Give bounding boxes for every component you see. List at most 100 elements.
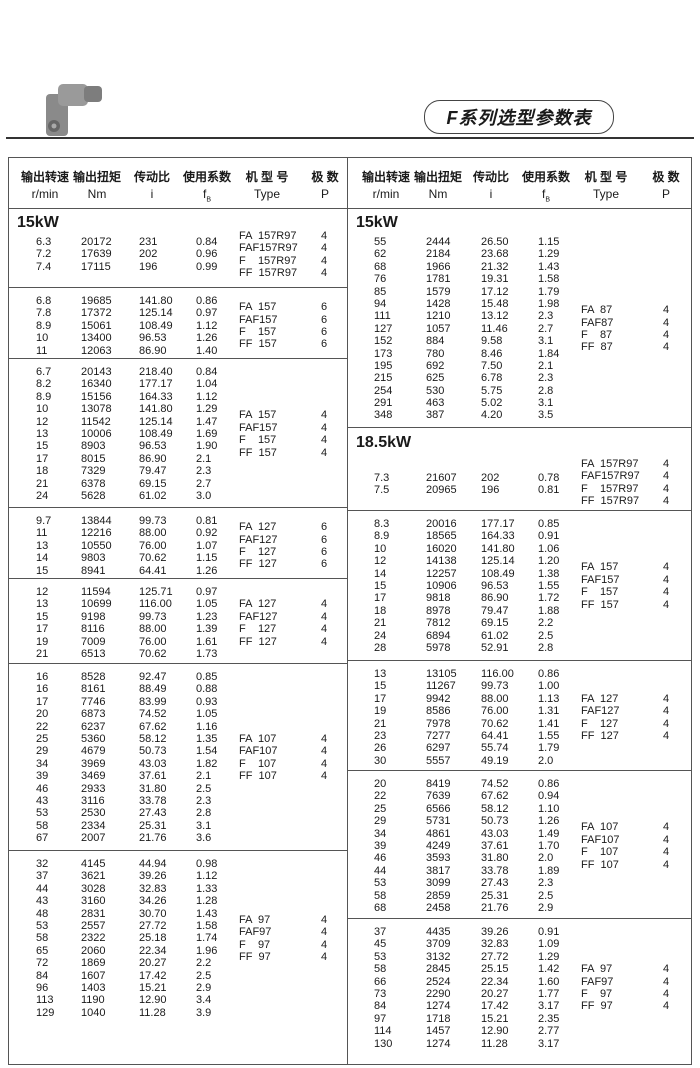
service-factor: 1.26 [538,815,560,828]
output-speed: 15 [36,564,49,577]
table-row: 12 11594 125.71 0.97 [9,586,347,598]
output-torque: 11267 [426,680,456,693]
table-row: 62 2184 23.68 1.29 [348,248,691,260]
output-torque: 2444 [426,236,451,248]
output-torque: 625 [426,372,445,385]
ratio: 83.99 [139,695,167,708]
table-header: 输出转速 r/min 输出扭矩 Nm 传动比 i 使用系数 fB 机 型 号 Type 极 数 P [348,158,691,209]
output-torque: 16340 [81,378,112,391]
output-torque: 9942 [426,692,451,705]
output-speed: 24 [36,489,49,502]
table-row: 10 16020 141.80 1.06 [348,543,691,555]
power-group: 9.7 13844 99.73 0.81 11 12216 88.00 0.92 13 10550… [9,508,347,579]
output-torque: 9198 [81,610,106,623]
table-row: 348 387 4.20 3.5 [348,409,691,421]
ratio: 70.62 [481,717,509,730]
power-group: 18.5kW 7.3 21607 202 0.78 7.5 20965 196 0.81 FA 1… [348,428,691,511]
ratio: 141.80 [139,295,173,307]
ratio: 96.53 [481,579,509,592]
output-torque: 8586 [426,705,451,718]
output-speed: 17 [36,695,49,708]
output-speed: 21 [374,717,387,730]
table-row: 68 2458 21.76 2.9 [348,902,691,914]
column-header-cn: 使用系数 [182,170,231,184]
ratio: 31.80 [481,852,509,865]
service-factor: 2.9 [196,981,212,994]
output-speed: 46 [36,782,49,795]
output-torque: 1210 [426,310,451,323]
output-speed: 9.7 [36,515,52,527]
table-row: 22 6237 67.62 1.16 [9,721,347,733]
power-group: 13 13105 116.00 0.86 15 11267 99.73 1.00 17 9942 8… [348,661,691,771]
model-type: FAF127 [581,705,620,718]
table-row: 65 2060 22.34 1.96 [9,945,347,957]
service-factor: 0.86 [538,778,560,790]
service-factor: 0.81 [538,484,560,497]
output-speed: 37 [374,926,387,938]
ratio: 86.90 [139,452,167,465]
pole-count: 6 [321,558,328,571]
output-speed: 21 [36,477,49,490]
service-factor: 0.86 [196,295,218,307]
output-torque: 4679 [81,745,106,758]
ratio: 76.00 [139,635,167,648]
output-speed: 72 [36,957,49,970]
service-factor: 0.85 [538,518,560,530]
table-row: 58 2334 25.31 3.1 [9,820,347,832]
model-type: FAF97 [581,975,614,988]
table-row: 8.9 15061 108.49 1.12 [9,320,347,332]
output-torque: 8528 [81,671,106,683]
output-speed: 44 [374,864,387,877]
table-row: 43 3160 34.26 1.28 [9,895,347,907]
left-table: 输出转速 r/min 输出扭矩 Nm 传动比 i 使用系数 fB 机 型 号 Type 极 数 P 15… [9,158,348,1064]
service-factor: 2.1 [538,359,554,372]
output-speed: 97 [374,1012,387,1025]
model-type: FA 157R97 [239,229,297,242]
service-factor: 1.05 [196,598,218,611]
ratio: 34.26 [139,895,167,908]
ratio: 25.15 [481,963,509,976]
table-row: 94 1428 15.48 1.98 [348,298,691,310]
service-factor: 1.55 [538,579,560,592]
output-speed: 152 [374,335,393,348]
ratio: 17.12 [481,285,509,298]
data-rows: 20 8419 74.52 0.86 22 7639 67.62 0.94 25 6566 58.1… [348,778,691,914]
output-speed: 18 [374,604,387,617]
ratio: 22.34 [139,944,167,957]
model-type: FA 107 [239,733,277,745]
output-torque: 2933 [81,782,106,795]
table-row: 7.3 21607 202 0.78 [348,472,691,484]
ratio: 25.31 [481,889,509,902]
service-factor: 1.38 [538,567,560,580]
output-speed: 44 [36,882,49,895]
type-list: FA 157R97 4 FAF157R97 4 F 157R97 4 FF 157R97 4 [348,458,691,508]
column-header-en: i [150,187,154,201]
model-type: FF 107 [239,770,277,783]
service-factor: 0.92 [196,527,218,540]
model-type: FAF157 [239,313,278,326]
model-type: F 157R97 [581,482,639,495]
output-speed: 111 [374,310,391,323]
service-factor: 1.28 [196,895,218,908]
output-torque: 4435 [426,926,451,938]
output-speed: 114 [374,1025,392,1038]
table-row: 55 2444 26.50 1.15 [348,236,691,248]
service-factor: 1.88 [538,604,560,617]
ratio: 76.00 [481,705,509,718]
table-row: 45 3709 32.83 1.09 [348,938,691,950]
type-row: F 127 6 [9,546,347,558]
type-row: F 127 4 [9,623,347,635]
model-type: F 127 [239,545,277,558]
output-torque: 12063 [81,344,112,357]
output-torque: 7329 [81,465,106,478]
pole-count: 4 [663,482,670,495]
output-speed: 127 [374,322,393,335]
output-speed: 21 [36,647,49,660]
output-speed: 8.3 [374,518,390,530]
table-row: 9.7 13844 99.73 0.81 [9,515,347,527]
service-factor: 3.4 [196,994,212,1007]
table-row: 13 10699 116.00 1.05 [9,598,347,610]
model-type: FAF97 [239,926,272,939]
table-row: 7.2 17639 202 0.96 [9,248,347,260]
service-factor: 3.1 [196,819,212,832]
